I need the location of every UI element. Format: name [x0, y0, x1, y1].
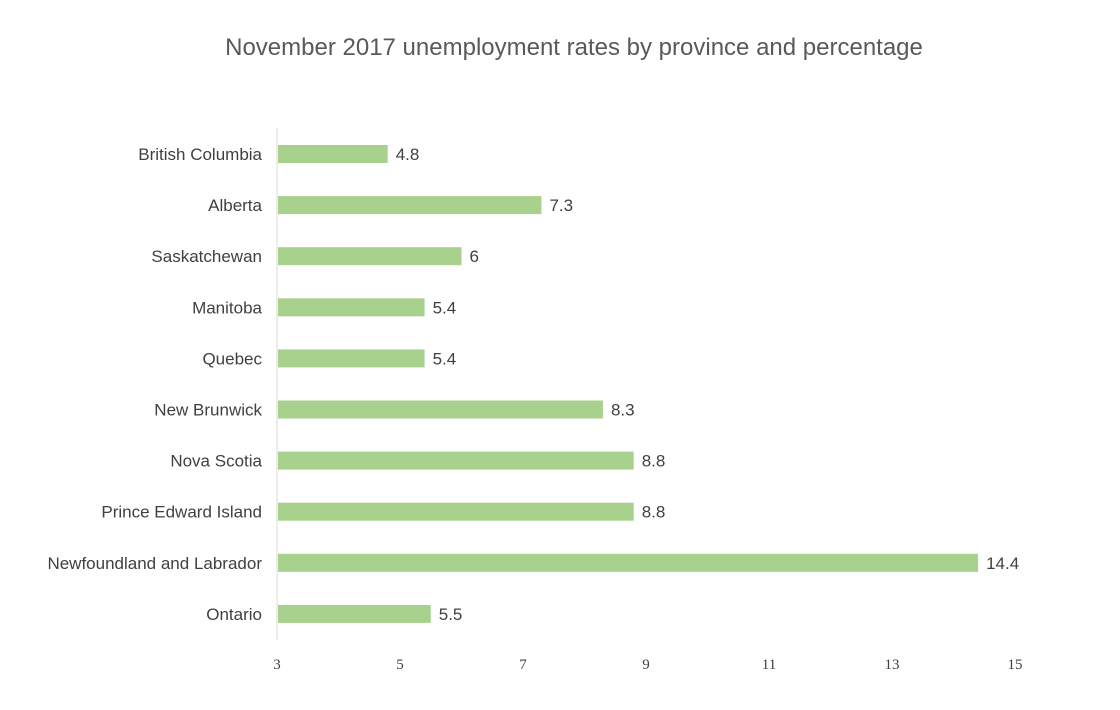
- x-tick-label: 11: [762, 657, 776, 673]
- category-label: Alberta: [208, 196, 262, 215]
- x-tick-label: 9: [642, 657, 650, 673]
- category-label: Saskatchewan: [151, 247, 262, 266]
- bar: [278, 196, 542, 215]
- bar: [278, 400, 603, 419]
- data-label: 6: [470, 247, 479, 266]
- data-label: 8.3: [611, 401, 635, 420]
- bars-layer: [278, 145, 979, 623]
- x-tick-label: 13: [885, 657, 900, 673]
- category-label: Newfoundland and Labrador: [47, 554, 262, 573]
- data-labels: 4.8 7.3 6 5.4 5.4 8.3 8.8 8.8 14.4 5.5: [396, 145, 1019, 624]
- x-tick-label: 3: [273, 657, 281, 673]
- bar: [278, 604, 431, 623]
- bar: [278, 145, 388, 163]
- category-label: Prince Edward Island: [101, 503, 262, 522]
- data-label: 8.8: [642, 452, 666, 471]
- bar: [278, 247, 462, 266]
- bar: [278, 553, 979, 572]
- x-tick-label: 7: [519, 657, 527, 673]
- data-label: 14.4: [986, 554, 1019, 573]
- category-label: Nova Scotia: [170, 452, 262, 471]
- chart-title: November 2017 unemployment rates by prov…: [225, 34, 923, 61]
- category-labels: British Columbia Alberta Saskatchewan Manit…: [47, 145, 262, 624]
- data-label: 5.4: [433, 349, 457, 368]
- data-label: 5.4: [433, 298, 457, 317]
- x-tick-label: 15: [1008, 657, 1023, 673]
- x-axis-tick-labels: 3 5 7 9 11 13 15: [273, 657, 1022, 673]
- category-label: Manitoba: [192, 298, 262, 317]
- data-label: 4.8: [396, 145, 420, 164]
- x-tick-label: 5: [396, 657, 404, 673]
- bar: [278, 451, 634, 470]
- category-label: British Columbia: [138, 145, 262, 164]
- category-label: Quebec: [202, 349, 262, 368]
- bar: [278, 349, 425, 368]
- category-label: New Brunwick: [154, 401, 262, 420]
- category-label: Ontario: [206, 605, 262, 624]
- data-label: 7.3: [549, 196, 573, 215]
- bar: [278, 502, 634, 521]
- bar: [278, 298, 425, 317]
- data-label: 5.5: [439, 605, 463, 624]
- data-label: 8.8: [642, 503, 666, 522]
